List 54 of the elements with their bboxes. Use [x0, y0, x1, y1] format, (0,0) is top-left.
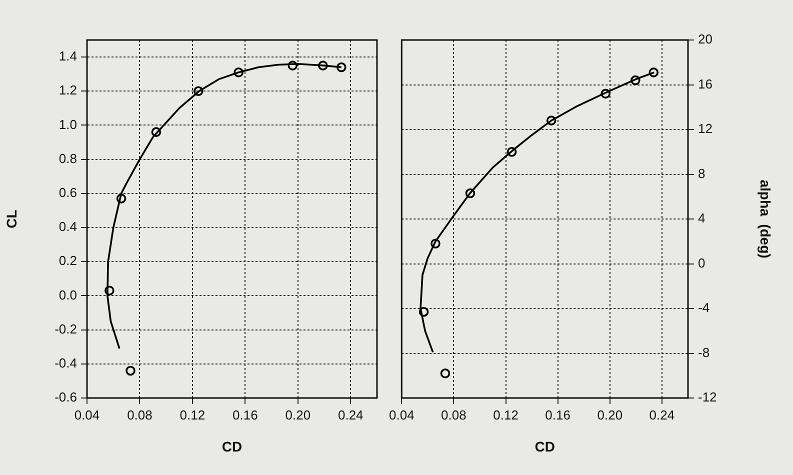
point [465, 188, 476, 198]
y2-tick-label: 0 [698, 255, 706, 270]
point [418, 306, 429, 317]
point [546, 116, 556, 126]
x-axis-title: CD [222, 438, 242, 454]
y2-tick-label: -4 [698, 300, 710, 316]
y2-tick-label: 16 [698, 76, 712, 92]
x-tick-label: 0.16 [232, 407, 258, 422]
point [116, 194, 126, 204]
y2-tick-label: 8 [698, 166, 706, 181]
point [648, 68, 659, 78]
point [318, 60, 328, 70]
point [430, 238, 440, 249]
y2-tick-label: 12 [698, 121, 712, 136]
y-tick-label: 1.4 [58, 48, 77, 64]
y-tick-label: 0.2 [58, 253, 77, 268]
point [336, 62, 346, 72]
x-axis-title: CD [534, 438, 555, 454]
x-tick-label: 0.24 [338, 407, 364, 422]
x-tick-label: 0.12 [180, 407, 206, 422]
point [126, 366, 136, 376]
y-tick-label: 1.2 [58, 82, 77, 98]
x-tick-label: 0.04 [74, 407, 100, 422]
y-tick-label: -0.2 [54, 321, 77, 336]
y2-axis-title: alpha (deg) [758, 180, 774, 258]
point [151, 127, 162, 137]
point [600, 88, 611, 99]
x-tick-label: 0.12 [493, 407, 518, 422]
point [440, 368, 450, 378]
point [630, 75, 640, 86]
y-tick-label: 0.4 [58, 219, 77, 234]
x-tick-label: 0.24 [649, 407, 675, 422]
point [193, 86, 204, 96]
y-tick-label: 0.8 [58, 150, 77, 166]
y2-tick-label: 4 [698, 210, 706, 226]
x-tick-label: 0.20 [285, 407, 311, 422]
x-tick-label: 0.08 [441, 407, 466, 422]
x-tick-label: 0.20 [597, 407, 623, 422]
x-tick-label: 0.16 [545, 407, 570, 422]
y-axis-title: CL [3, 209, 20, 228]
y-tick-label: -0.4 [54, 355, 77, 370]
y2-tick-label: -12 [698, 390, 717, 405]
point [288, 60, 298, 70]
point [104, 286, 114, 296]
point [506, 146, 517, 157]
y-tick-label: 0.6 [58, 185, 77, 200]
y2-tick-label: -8 [698, 344, 710, 360]
y-tick-label: -0.6 [54, 390, 77, 405]
y-tick-label: 0.0 [58, 287, 77, 302]
x-tick-label: 0.04 [388, 407, 414, 422]
x-tick-label: 0.08 [127, 407, 152, 422]
y2-tick-label: 20 [698, 32, 712, 47]
point [234, 67, 244, 78]
y-tick-label: 1.0 [58, 116, 77, 132]
